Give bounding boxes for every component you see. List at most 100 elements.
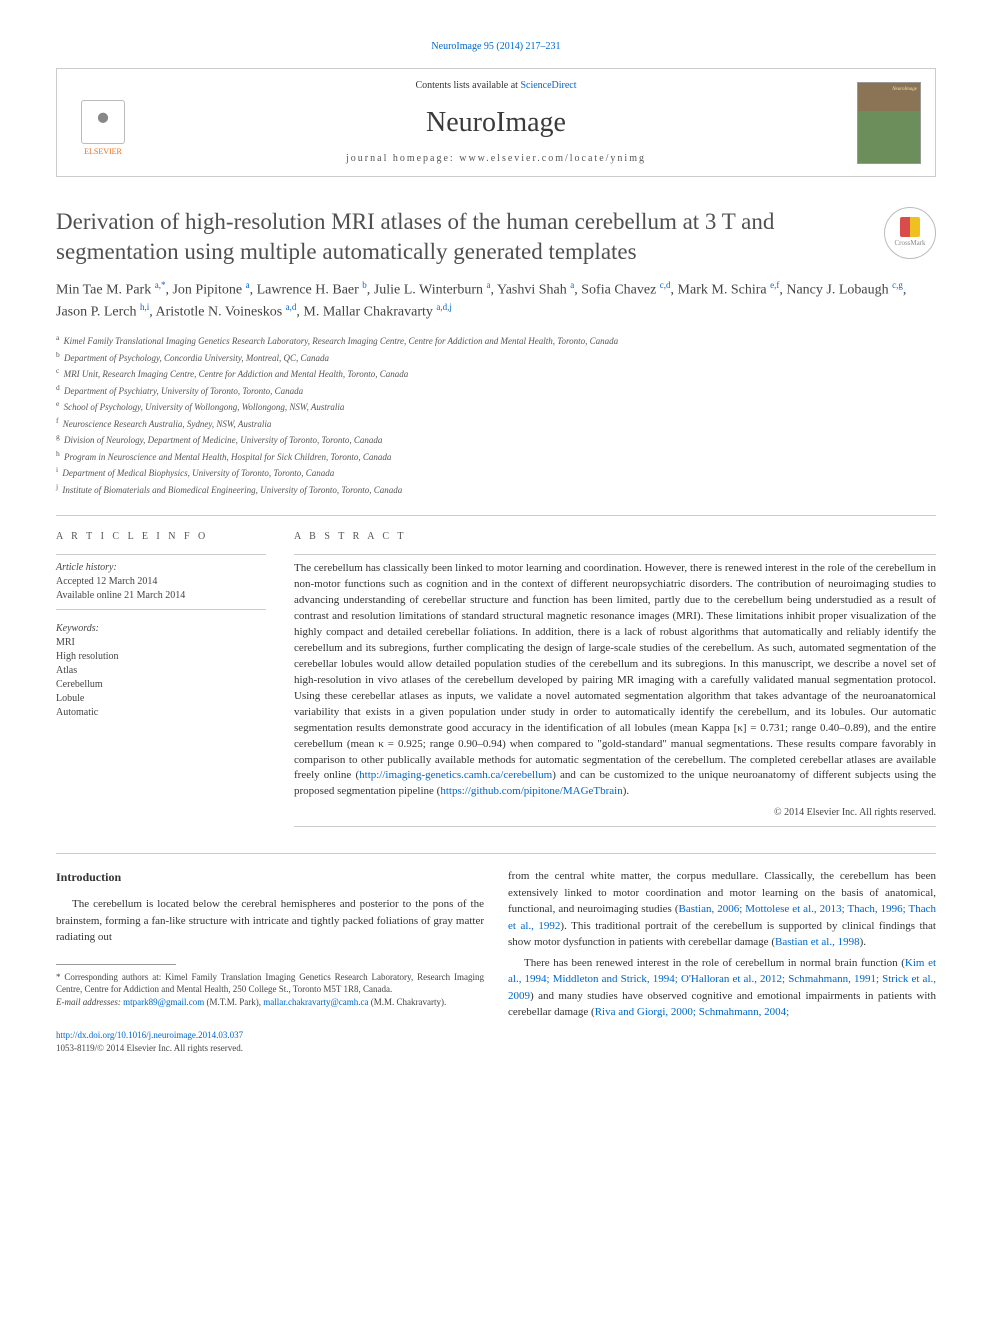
affiliation-line: h Program in Neuroscience and Mental Hea… [56, 448, 936, 465]
author-name: Julie L. Winterburn [374, 283, 487, 298]
affiliation-text: Program in Neuroscience and Mental Healt… [62, 452, 392, 462]
affiliation-sup: h [56, 449, 60, 458]
citation-link[interactable]: NeuroImage 95 (2014) 217–231 [431, 41, 560, 52]
affiliation-text: Department of Psychology, Concordia Univ… [62, 353, 329, 363]
online-date: Available online 21 March 2014 [56, 589, 266, 603]
cite-link-4[interactable]: Riva and Giorgi, 2000; Schmahmann, 2004; [595, 1006, 789, 1018]
keyword-item: High resolution [56, 650, 266, 664]
author-name: Nancy J. Lobaugh [786, 283, 892, 298]
affiliation-line: e School of Psychology, University of Wo… [56, 398, 936, 415]
corresponding-author-note: * Corresponding authors at: Kimel Family… [56, 971, 484, 996]
issn-copyright: 1053-8119/© 2014 Elsevier Inc. All right… [56, 1043, 243, 1053]
divider [56, 515, 936, 516]
email-link-2[interactable]: mallar.chakravarty@camh.ca [263, 997, 368, 1007]
affiliation-sup: a [56, 333, 59, 342]
keyword-item: MRI [56, 636, 266, 650]
abstract-link-1[interactable]: http://imaging-genetics.camh.ca/cerebell… [359, 769, 552, 781]
affiliation-text: Division of Neurology, Department of Med… [62, 435, 383, 445]
divider [294, 826, 936, 827]
keyword-item: Lobule [56, 692, 266, 706]
affiliation-sup: g [56, 432, 60, 441]
cover-label: NeuroImage [892, 86, 917, 93]
accepted-date: Accepted 12 March 2014 [56, 575, 266, 589]
corr-text: * Corresponding authors at: Kimel Family… [56, 972, 484, 995]
author-aff-link[interactable]: a,d,j [436, 302, 452, 312]
author-aff-link[interactable]: a,d [286, 302, 297, 312]
keyword-item: Atlas [56, 664, 266, 678]
affiliation-sup: b [56, 350, 60, 359]
author-aff-link[interactable]: e,f [770, 280, 779, 290]
email-who-2: (M.M. Chakravarty). [369, 997, 447, 1007]
contents-prefix: Contents lists available at [415, 80, 520, 91]
affiliation-sup: d [56, 383, 60, 392]
abstract-text-3: ). [623, 785, 629, 797]
author-separator: , [250, 283, 257, 298]
crossmark-icon [900, 217, 920, 237]
intro-r2-a: There has been renewed interest in the r… [524, 957, 905, 969]
doi-link[interactable]: http://dx.doi.org/10.1016/j.neuroimage.2… [56, 1030, 243, 1040]
affiliation-text: Neuroscience Research Australia, Sydney,… [61, 419, 272, 429]
abstract-copyright: © 2014 Elsevier Inc. All rights reserved… [294, 806, 936, 820]
email-who-1: (M.T.M. Park), [204, 997, 263, 1007]
homepage-label: journal homepage: [346, 153, 459, 164]
affiliation-sup: i [56, 465, 58, 474]
affiliation-text: MRI Unit, Research Imaging Centre, Centr… [61, 369, 408, 379]
author-aff-link[interactable]: c,g [892, 280, 903, 290]
affiliation-line: j Institute of Biomaterials and Biomedic… [56, 481, 936, 498]
author-separator: , [671, 283, 678, 298]
crossmark-badge[interactable]: CrossMark [884, 207, 936, 259]
affiliation-line: b Department of Psychology, Concordia Un… [56, 349, 936, 366]
history-label: Article history: [56, 561, 266, 575]
journal-name: NeuroImage [135, 103, 857, 142]
affiliation-line: d Department of Psychiatry, University o… [56, 382, 936, 399]
citation-line: NeuroImage 95 (2014) 217–231 [56, 40, 936, 54]
author-name: Sofia Chavez [581, 283, 660, 298]
intro-para-right-1: from the central white matter, the corpu… [508, 868, 936, 951]
email-link-1[interactable]: mtpark89@gmail.com [123, 997, 204, 1007]
intro-r1-c: ). [860, 936, 866, 948]
intro-r1-b: ). This traditional portrait of the cere… [508, 920, 936, 949]
article-title: Derivation of high-resolution MRI atlase… [56, 207, 870, 267]
author-aff-link[interactable]: c,d [660, 280, 671, 290]
affiliation-sup: c [56, 366, 59, 375]
author-aff-link[interactable]: a,* [155, 280, 166, 290]
affiliation-text: Department of Psychiatry, University of … [62, 386, 303, 396]
affiliation-sup: e [56, 399, 59, 408]
abstract-heading: A B S T R A C T [294, 530, 936, 544]
abstract-link-2[interactable]: https://github.com/pipitone/MAGeTbrain [440, 785, 622, 797]
email-label: E-mail addresses: [56, 997, 121, 1007]
author-separator: , [367, 283, 374, 298]
author-name: Mark M. Schira [678, 283, 771, 298]
affiliation-line: f Neuroscience Research Australia, Sydne… [56, 415, 936, 432]
journal-homepage: journal homepage: www.elsevier.com/locat… [135, 152, 857, 166]
author-name: Min Tae M. Park [56, 283, 155, 298]
elsevier-label: ELSEVIER [84, 146, 122, 157]
affiliation-sup: j [56, 482, 58, 491]
affiliation-text: Institute of Biomaterials and Biomedical… [60, 485, 402, 495]
author-name: Aristotle N. Voineskos [156, 304, 286, 319]
affiliation-list: a Kimel Family Translational Imaging Gen… [56, 332, 936, 497]
keyword-item: Cerebellum [56, 678, 266, 692]
author-separator: , [903, 283, 907, 298]
cite-link-2[interactable]: Bastian et al., 1998 [775, 936, 860, 948]
author-name: Jon Pipitone [172, 283, 245, 298]
author-aff-link[interactable]: h,i [140, 302, 149, 312]
elsevier-tree-icon [81, 100, 125, 144]
crossmark-label: CrossMark [894, 239, 925, 249]
affiliation-line: i Department of Medical Biophysics, Univ… [56, 464, 936, 481]
abstract-text-1: The cerebellum has classically been link… [294, 562, 936, 781]
affiliation-text: School of Psychology, University of Woll… [61, 402, 344, 412]
intro-para-left: The cerebellum is located below the cere… [56, 896, 484, 946]
article-info-heading: A R T I C L E I N F O [56, 530, 266, 544]
affiliation-text: Kimel Family Translational Imaging Genet… [61, 336, 618, 346]
divider [56, 554, 266, 555]
journal-header: ELSEVIER Contents lists available at Sci… [56, 68, 936, 177]
author-name: Yashvi Shah [497, 283, 570, 298]
affiliation-text: Department of Medical Biophysics, Univer… [60, 468, 334, 478]
sciencedirect-link[interactable]: ScienceDirect [520, 80, 576, 91]
keyword-item: Automatic [56, 706, 266, 720]
abstract-body: The cerebellum has classically been link… [294, 561, 936, 800]
affiliation-line: c MRI Unit, Research Imaging Centre, Cen… [56, 365, 936, 382]
author-list: Min Tae M. Park a,*, Jon Pipitone a, Law… [56, 279, 936, 322]
author-name: Lawrence H. Baer [257, 283, 363, 298]
